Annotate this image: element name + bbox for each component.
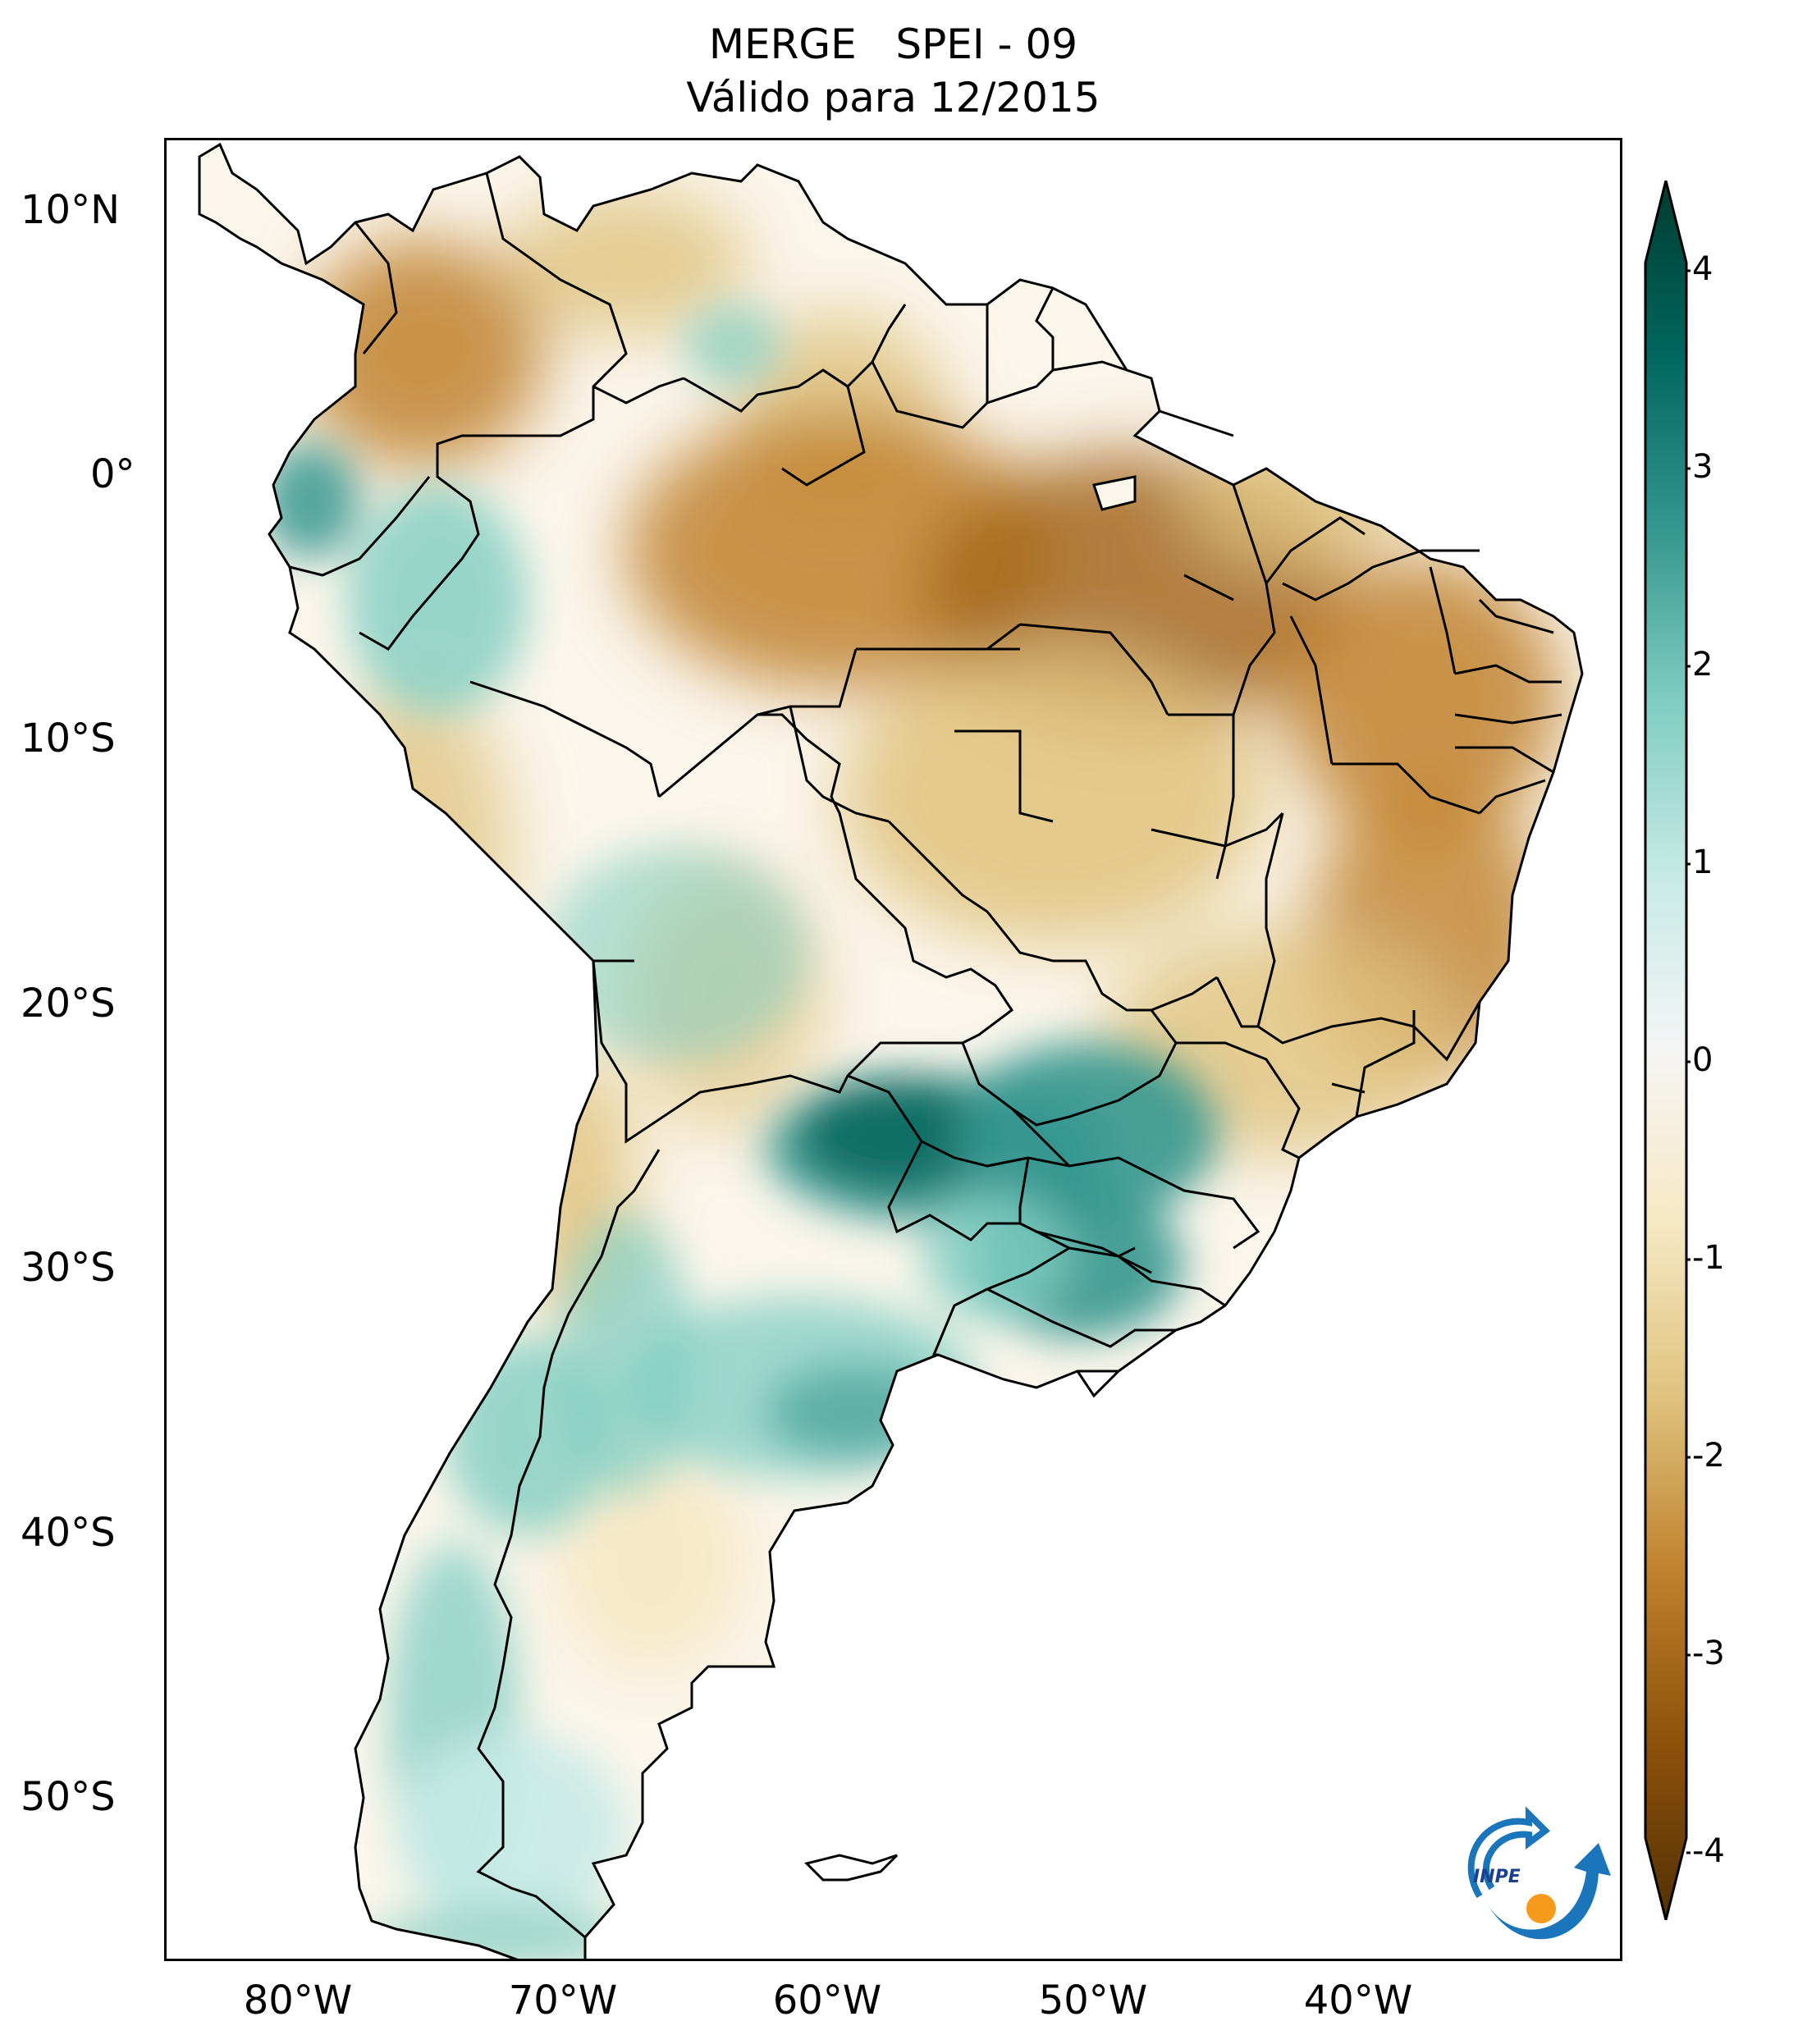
country-borders xyxy=(289,172,1562,1959)
lat-label-30s: 30°S xyxy=(21,1245,116,1291)
colorbar-label-minus3: -3 xyxy=(1692,1635,1725,1672)
spei-map: INPE xyxy=(198,143,1611,1959)
colorbar-label-minus4: -4 xyxy=(1692,1832,1725,1870)
map-frame: INPE xyxy=(164,138,1622,1961)
colorbar-label-4: 4 xyxy=(1692,250,1713,288)
lat-label-10n: 10°N xyxy=(21,187,120,233)
colorbar-label-1: 1 xyxy=(1692,844,1713,881)
inpe-logo-text: INPE xyxy=(1473,1867,1521,1887)
lon-label-40w: 40°W xyxy=(1303,1978,1413,2023)
title-line-2: Válido para 12/2015 xyxy=(686,74,1100,121)
inpe-swoosh-icon xyxy=(1488,1843,1611,1940)
lat-label-50s: 50°S xyxy=(21,1774,116,1820)
colorbar-label-minus2: -2 xyxy=(1692,1437,1725,1475)
inpe-sun-icon xyxy=(1526,1894,1556,1923)
colorbar-bar xyxy=(1644,181,1688,1920)
lat-label-20s: 20°S xyxy=(21,981,116,1027)
lat-label-0: 0° xyxy=(90,451,135,497)
inpe-logo: INPE xyxy=(1467,1806,1611,1940)
title-line-1: MERGE SPEI - 09 xyxy=(708,21,1078,68)
colorbar-label-minus1: -1 xyxy=(1692,1239,1725,1277)
lon-label-70w: 70°W xyxy=(508,1978,618,2023)
colorbar xyxy=(1644,181,1690,1920)
inpe-arrow-icon xyxy=(1467,1806,1551,1899)
lat-label-10s: 10°S xyxy=(21,716,116,761)
colorbar-label-3: 3 xyxy=(1692,448,1713,486)
colorbar-label-0: 0 xyxy=(1692,1041,1713,1079)
lon-label-80w: 80°W xyxy=(243,1978,353,2023)
marajo-island xyxy=(1092,475,1137,511)
falkland-islands xyxy=(804,1854,899,1882)
lat-label-40s: 40°S xyxy=(21,1510,116,1556)
lon-label-60w: 60°W xyxy=(772,1978,882,2023)
colorbar-ticks xyxy=(1686,269,1690,1854)
lon-label-50w: 50°W xyxy=(1038,1978,1148,2023)
colorbar-label-2: 2 xyxy=(1692,646,1713,684)
spei-field xyxy=(199,144,1582,1959)
